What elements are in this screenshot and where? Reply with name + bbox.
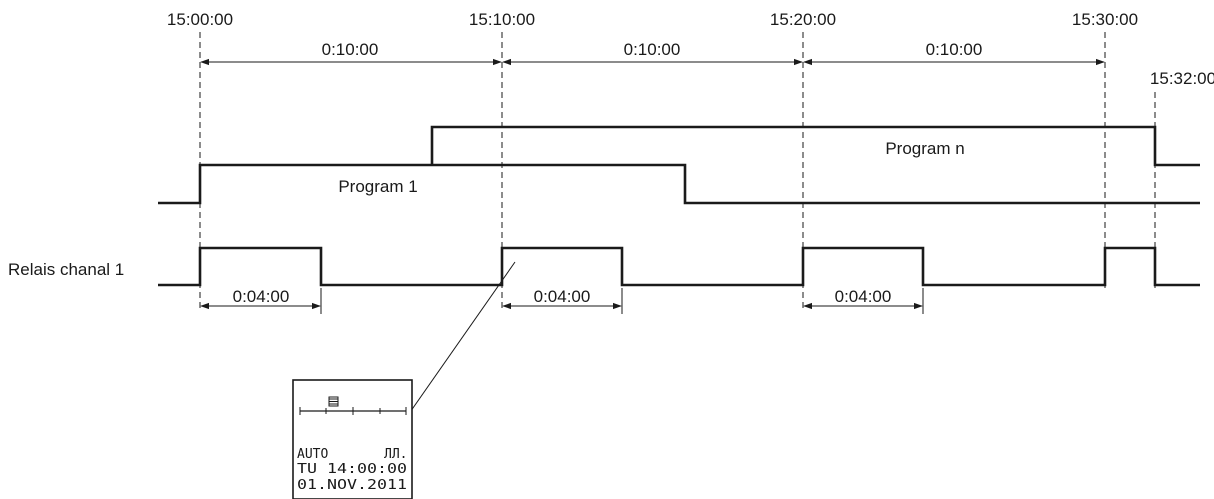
lcd-frame bbox=[292, 379, 413, 499]
pulse-label-1: 0:04:00 bbox=[233, 287, 290, 306]
program-n-signal bbox=[430, 125, 1200, 167]
pulse-label-2: 0:04:00 bbox=[534, 287, 591, 306]
lcd-date: 01.NOV.2011 bbox=[297, 478, 407, 493]
interval-label-1: 0:10:00 bbox=[322, 40, 379, 59]
interval-label-2: 0:10:00 bbox=[624, 40, 681, 59]
lcd-display: AUTO ЛЛ. TU 14:00:00 01.NOV.2011 bbox=[292, 379, 413, 499]
time-marker-1532: 15:32:00 bbox=[1150, 69, 1214, 88]
lcd-pulse-symbol: ЛЛ. bbox=[384, 447, 407, 462]
time-marker-1500: 15:00:00 bbox=[167, 10, 233, 29]
lcd-channel-indicator bbox=[328, 396, 339, 407]
time-marker-1510: 15:10:00 bbox=[469, 10, 535, 29]
program-1-label: Program 1 bbox=[338, 177, 417, 196]
program-1-signal bbox=[158, 163, 1200, 205]
program-n-label: Program n bbox=[885, 139, 964, 158]
interval-label-3: 0:10:00 bbox=[926, 40, 983, 59]
pulse-label-3: 0:04:00 bbox=[835, 287, 892, 306]
lcd-mode: AUTO bbox=[297, 447, 328, 462]
time-marker-1520: 15:20:00 bbox=[770, 10, 836, 29]
relay-channel-1-signal bbox=[158, 246, 1200, 287]
lcd-time-scale bbox=[299, 407, 407, 415]
time-marker-1530: 15:30:00 bbox=[1072, 10, 1138, 29]
relay-channel-label: Relais chanal 1 bbox=[8, 260, 124, 279]
lcd-time: TU 14:00:00 bbox=[297, 462, 407, 477]
